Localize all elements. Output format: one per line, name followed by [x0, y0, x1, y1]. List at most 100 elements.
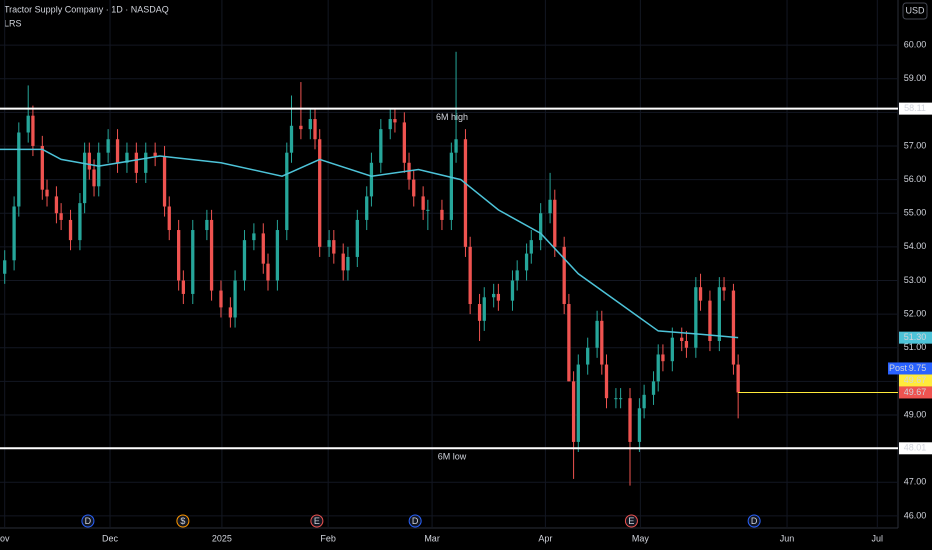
candle-body [252, 233, 256, 241]
x-tick-label: Jun [780, 533, 795, 543]
price-tag-label: 49.67 [904, 375, 927, 385]
candle-body [515, 270, 519, 281]
candle-body [694, 287, 698, 348]
candle-body [144, 152, 148, 173]
candle-body [614, 398, 618, 400]
candle-body [289, 125, 294, 153]
candle-body [167, 206, 171, 231]
price-tag [899, 386, 932, 399]
candle-body [205, 219, 209, 231]
price-tag [899, 331, 932, 344]
candle-body [717, 287, 721, 342]
candle-body [468, 246, 472, 305]
candle-body [402, 122, 406, 163]
candle-body [477, 304, 482, 321]
candle-body [87, 152, 91, 170]
level-label: 6M high [436, 112, 468, 122]
event-label: E [628, 516, 634, 526]
candle-body [191, 230, 195, 294]
y-tick-label: 52.00 [904, 308, 927, 318]
candle-body [369, 162, 374, 197]
candle-body [510, 280, 515, 301]
candle-body [722, 287, 726, 291]
price-tag [899, 442, 932, 455]
candle-body [26, 115, 30, 133]
candle-body [54, 196, 59, 214]
candle-body [680, 337, 684, 342]
event-marker [408, 514, 422, 528]
candle-body [125, 152, 129, 163]
candle-body [736, 364, 740, 393]
candle-body [308, 119, 312, 130]
candle-body [586, 347, 590, 365]
candle-body [576, 364, 580, 442]
y-tick-label: 60.00 [904, 39, 927, 49]
x-tick-label: Jul [872, 533, 884, 543]
price-tag-label: 58.11 [904, 103, 926, 113]
candle-body [17, 132, 21, 207]
candle-body [181, 280, 186, 294]
moving-average-line [0, 148, 739, 339]
candle-body [299, 125, 303, 130]
candle-body [346, 256, 350, 271]
x-tick-label: 2025 [212, 533, 232, 543]
candle-body [454, 139, 458, 153]
candle-body [529, 240, 533, 254]
candle-body [604, 364, 609, 399]
candle-body [553, 199, 557, 247]
candle-body [3, 260, 7, 274]
candle-body [698, 287, 703, 301]
candle-body [209, 219, 214, 291]
candle-body [684, 341, 689, 348]
event-label: D [85, 516, 92, 526]
event-label: $ [180, 516, 185, 526]
level-label: 6M low [438, 452, 467, 462]
candle-body [355, 219, 359, 257]
candle-body [82, 152, 87, 204]
currency-box[interactable] [902, 2, 928, 20]
y-tick-label: 49.00 [904, 409, 927, 419]
candle-body [341, 253, 345, 271]
candle-body [618, 398, 623, 400]
candle-body [731, 290, 736, 365]
candle-body [492, 293, 496, 298]
candle-body [421, 196, 425, 210]
candle-body [548, 199, 552, 214]
candle-body [68, 219, 73, 241]
candle-body [661, 354, 665, 362]
post-badge [888, 362, 908, 375]
candle-body [388, 119, 392, 130]
candle-body [482, 297, 486, 321]
candle-body [106, 139, 110, 153]
candle-body [40, 145, 44, 190]
price-tag [899, 102, 932, 115]
candle-body [92, 169, 96, 187]
candle-body [97, 152, 101, 187]
candle-body [670, 337, 674, 362]
candle-body [219, 290, 223, 308]
candle-body [562, 246, 566, 305]
y-tick-label: 53.00 [904, 275, 927, 285]
indicator-label: LRS [4, 18, 22, 28]
candle-body [242, 240, 247, 281]
candle-body [365, 196, 369, 220]
event-marker [176, 514, 190, 528]
x-tick-label: Dec [102, 533, 119, 543]
event-label: E [314, 516, 320, 526]
candle-body [313, 119, 317, 140]
price-tag-label: 49.75 [904, 363, 927, 373]
event-marker [81, 514, 95, 528]
candle-body [637, 408, 642, 442]
currency: USD [905, 5, 925, 15]
y-tick-label: 47.00 [904, 477, 927, 487]
price-tag-label: 49.67 [904, 387, 927, 397]
candle-body [233, 280, 237, 318]
candle-body [177, 230, 181, 281]
candle-body [285, 152, 289, 231]
candle-body [595, 320, 599, 348]
candle-body [412, 179, 416, 197]
y-tick-label: 51.00 [904, 342, 927, 352]
candle-body [45, 189, 49, 197]
